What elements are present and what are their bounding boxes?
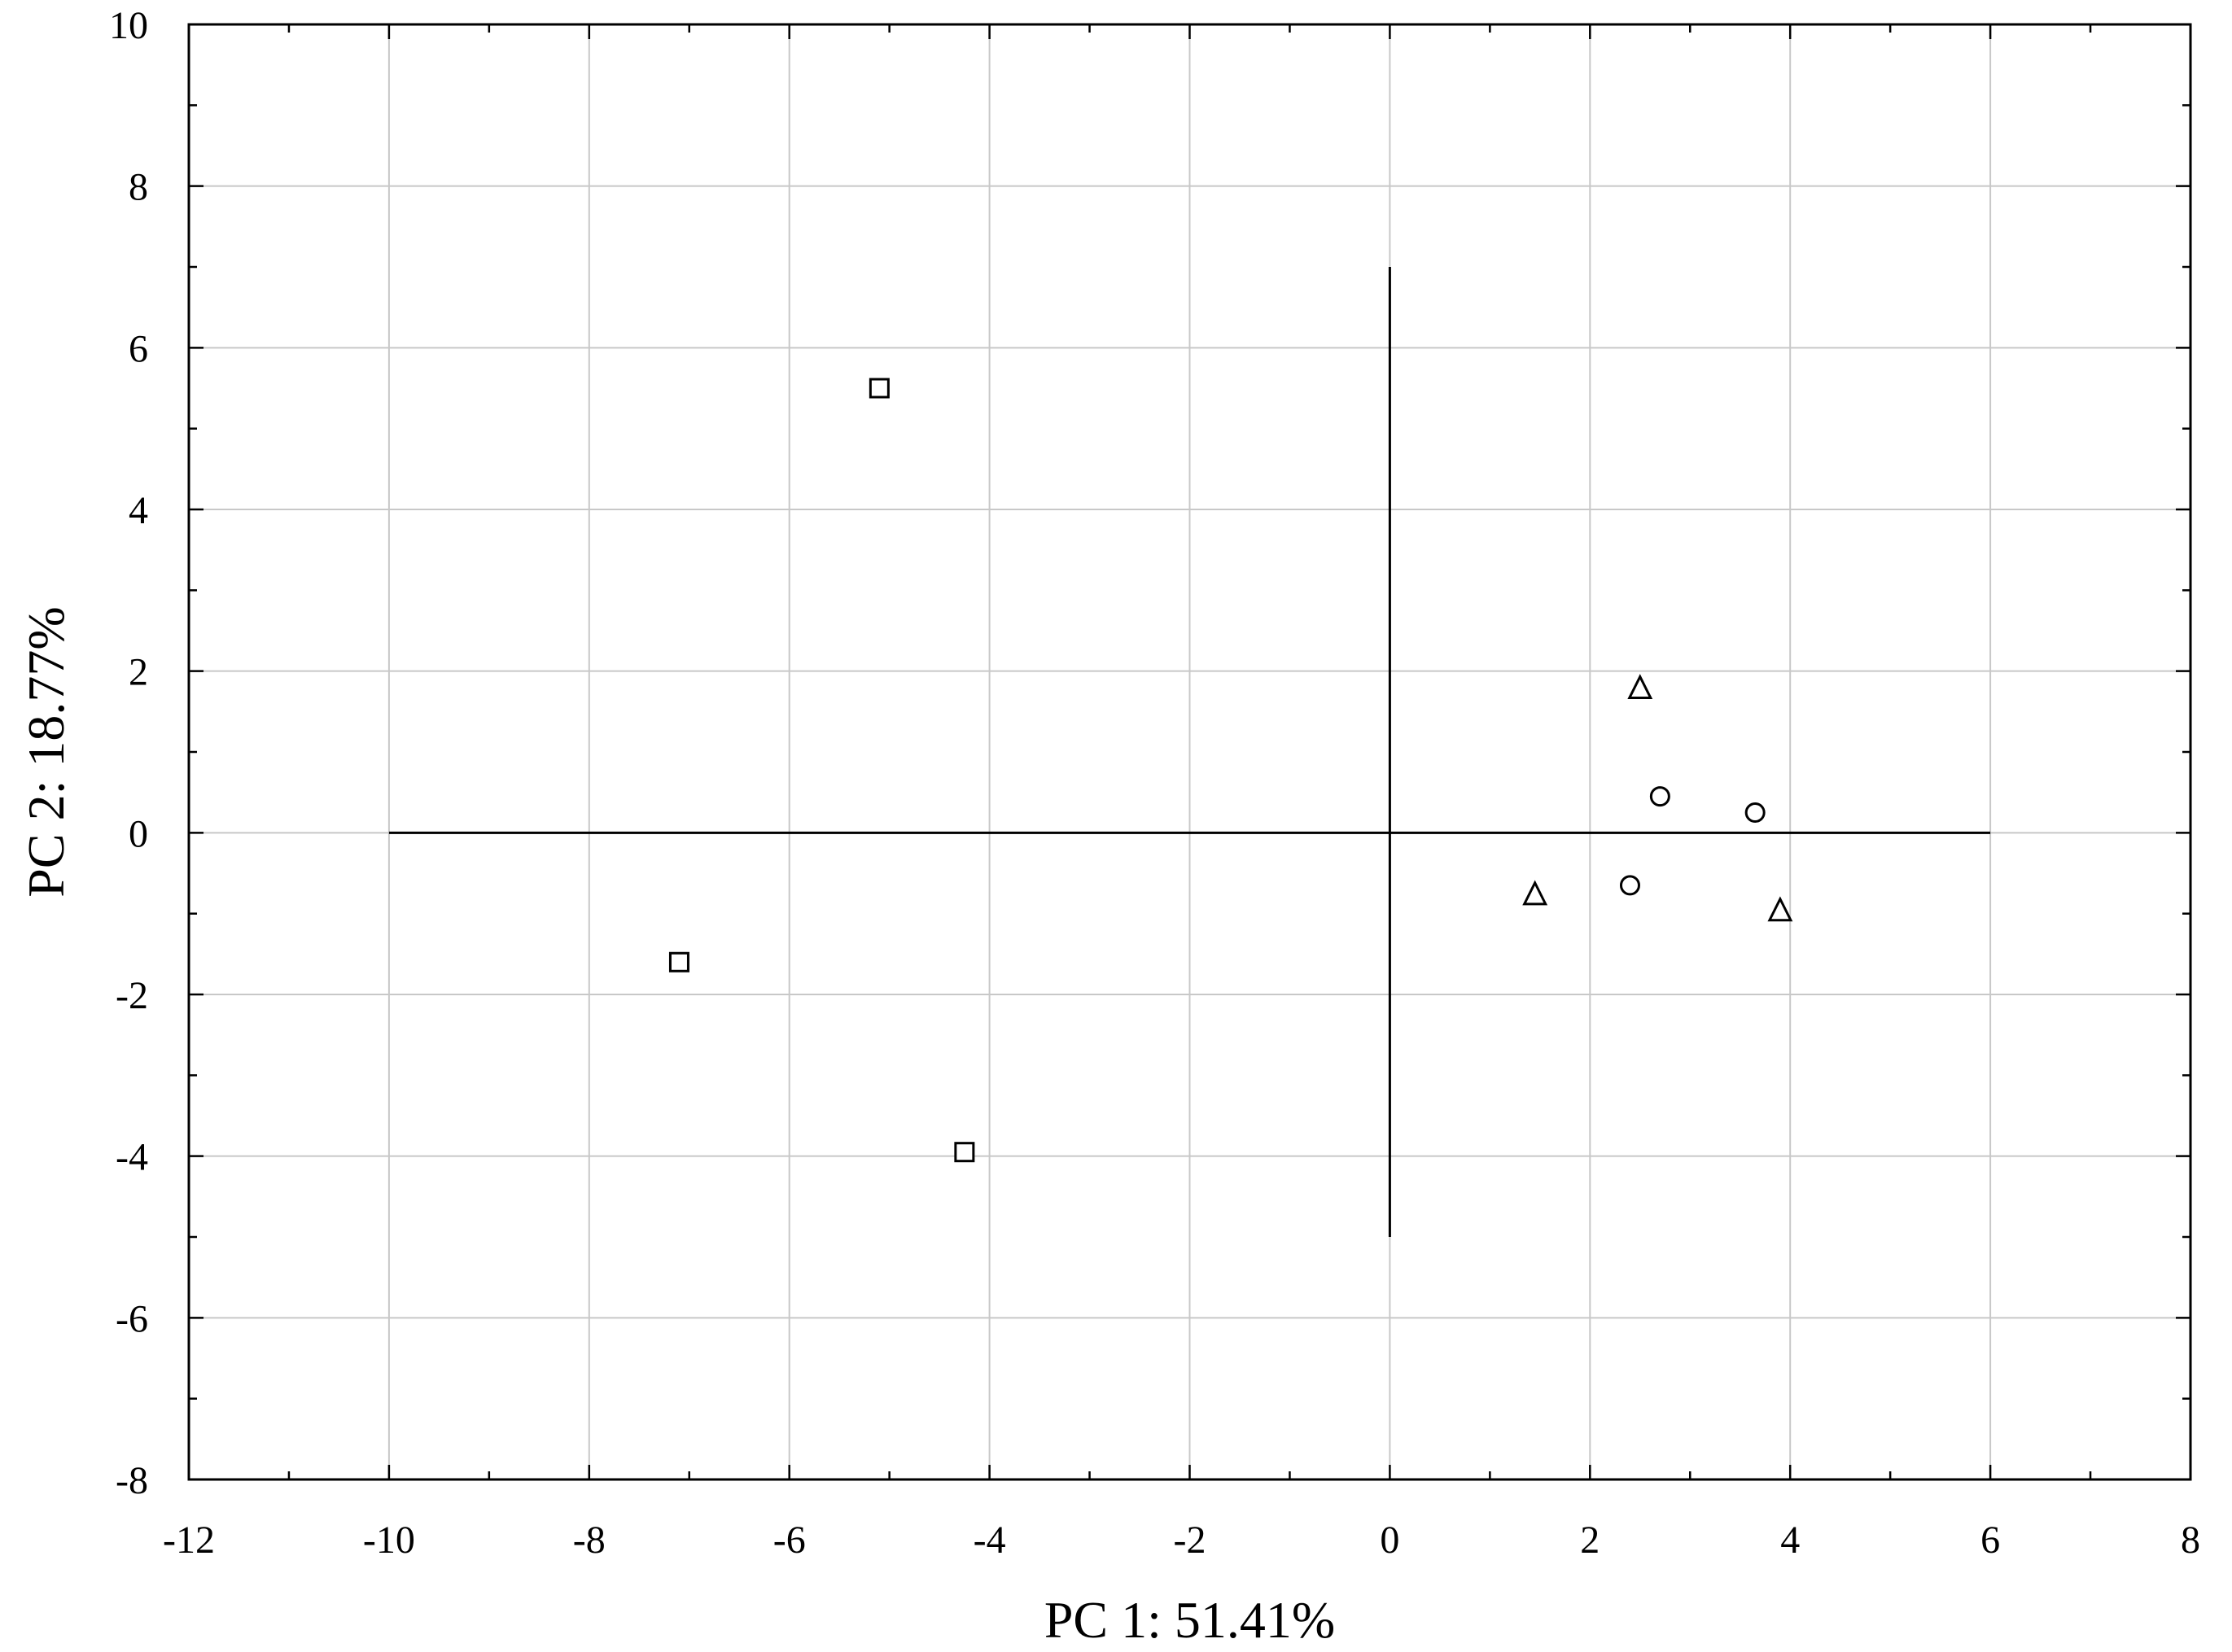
x-tick-label: -6	[773, 1519, 806, 1562]
reference-lines	[388, 267, 1991, 1237]
triangle-point	[1522, 880, 1548, 906]
y-tick-label: 0	[129, 812, 148, 855]
square-point	[954, 1142, 975, 1163]
y-tick-labels: -8 -6 -4 -2 0 2 4 6 8 10	[109, 4, 148, 1502]
y-tick-label: 2	[129, 651, 148, 694]
x-tick-label: -4	[974, 1519, 1006, 1562]
x-tick-label: 6	[1980, 1519, 2000, 1562]
x-axis-title: PC 1: 51.41%	[1044, 1591, 1335, 1649]
y-tick-label: 10	[109, 4, 148, 47]
y-tick-label: -2	[116, 974, 148, 1017]
y-tick-label: -4	[116, 1136, 148, 1179]
x-tick-label: 0	[1380, 1519, 1399, 1562]
data-points	[668, 378, 1793, 1163]
y-tick-label: -6	[116, 1297, 148, 1340]
y-tick-label: 4	[129, 489, 148, 532]
circle-point	[1619, 875, 1640, 896]
x-tick-label: 2	[1580, 1519, 1600, 1562]
y-tick-label: 8	[129, 166, 148, 209]
triangle-point	[1767, 896, 1793, 922]
x-tick-label: -12	[163, 1519, 215, 1562]
x-tick-labels: -12 -10 -8 -6 -4 -2 0 2 4 6 8	[163, 1519, 2200, 1562]
circle-point	[1744, 802, 1766, 823]
circle-point	[1649, 786, 1670, 807]
square-point	[668, 951, 689, 972]
x-tick-label: -2	[1174, 1519, 1206, 1562]
axis-ticks	[187, 23, 2192, 1481]
y-tick-label: 6	[129, 327, 148, 370]
x-tick-label: 4	[1780, 1519, 1800, 1562]
x-tick-label: -10	[363, 1519, 415, 1562]
x-tick-label: -8	[573, 1519, 606, 1562]
square-point	[869, 378, 890, 399]
triangle-point	[1627, 674, 1653, 700]
y-axis-title: PC 2: 18.77%	[17, 606, 75, 897]
y-tick-label: -8	[116, 1459, 148, 1502]
x-tick-label: 8	[2181, 1519, 2200, 1562]
